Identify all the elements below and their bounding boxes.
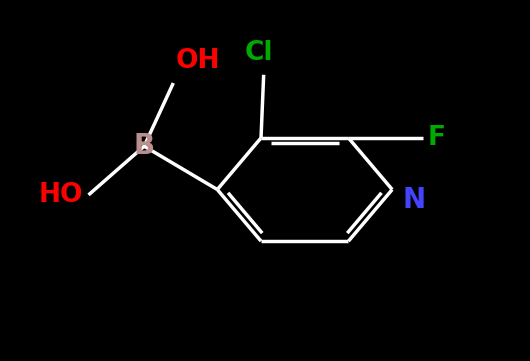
- Text: HO: HO: [39, 182, 83, 208]
- Text: OH: OH: [176, 48, 220, 74]
- Text: B: B: [134, 132, 155, 160]
- Text: N: N: [403, 186, 426, 214]
- Text: Cl: Cl: [244, 40, 272, 66]
- Text: F: F: [428, 125, 446, 151]
